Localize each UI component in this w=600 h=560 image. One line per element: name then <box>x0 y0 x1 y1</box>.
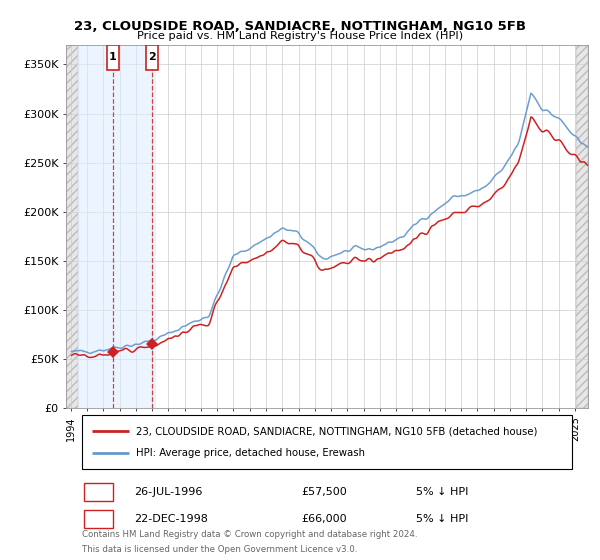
Text: 1: 1 <box>95 487 103 497</box>
Bar <box>107 45 119 69</box>
Text: Price paid vs. HM Land Registry's House Price Index (HPI): Price paid vs. HM Land Registry's House … <box>137 31 463 41</box>
Text: 23, CLOUDSIDE ROAD, SANDIACRE, NOTTINGHAM, NG10 5FB (detached house): 23, CLOUDSIDE ROAD, SANDIACRE, NOTTINGHA… <box>136 426 538 436</box>
Text: £57,500: £57,500 <box>301 487 347 497</box>
Text: 26-JUL-1996: 26-JUL-1996 <box>134 487 202 497</box>
Text: 5% ↓ HPI: 5% ↓ HPI <box>416 514 468 524</box>
Text: £66,000: £66,000 <box>301 514 347 524</box>
Text: 5% ↓ HPI: 5% ↓ HPI <box>416 487 468 497</box>
Text: 1: 1 <box>109 52 116 62</box>
Bar <box>78 45 155 408</box>
Text: 2: 2 <box>148 52 155 62</box>
Text: 2: 2 <box>95 514 103 524</box>
Bar <box>84 510 113 529</box>
FancyBboxPatch shape <box>82 415 572 469</box>
Text: 22-DEC-1998: 22-DEC-1998 <box>134 514 208 524</box>
Bar <box>146 45 158 69</box>
Text: Contains HM Land Registry data © Crown copyright and database right 2024.: Contains HM Land Registry data © Crown c… <box>82 530 417 539</box>
Bar <box>84 483 113 501</box>
Text: HPI: Average price, detached house, Erewash: HPI: Average price, detached house, Erew… <box>136 448 365 458</box>
Text: This data is licensed under the Open Government Licence v3.0.: This data is licensed under the Open Gov… <box>82 545 357 554</box>
Text: 23, CLOUDSIDE ROAD, SANDIACRE, NOTTINGHAM, NG10 5FB: 23, CLOUDSIDE ROAD, SANDIACRE, NOTTINGHA… <box>74 20 526 32</box>
